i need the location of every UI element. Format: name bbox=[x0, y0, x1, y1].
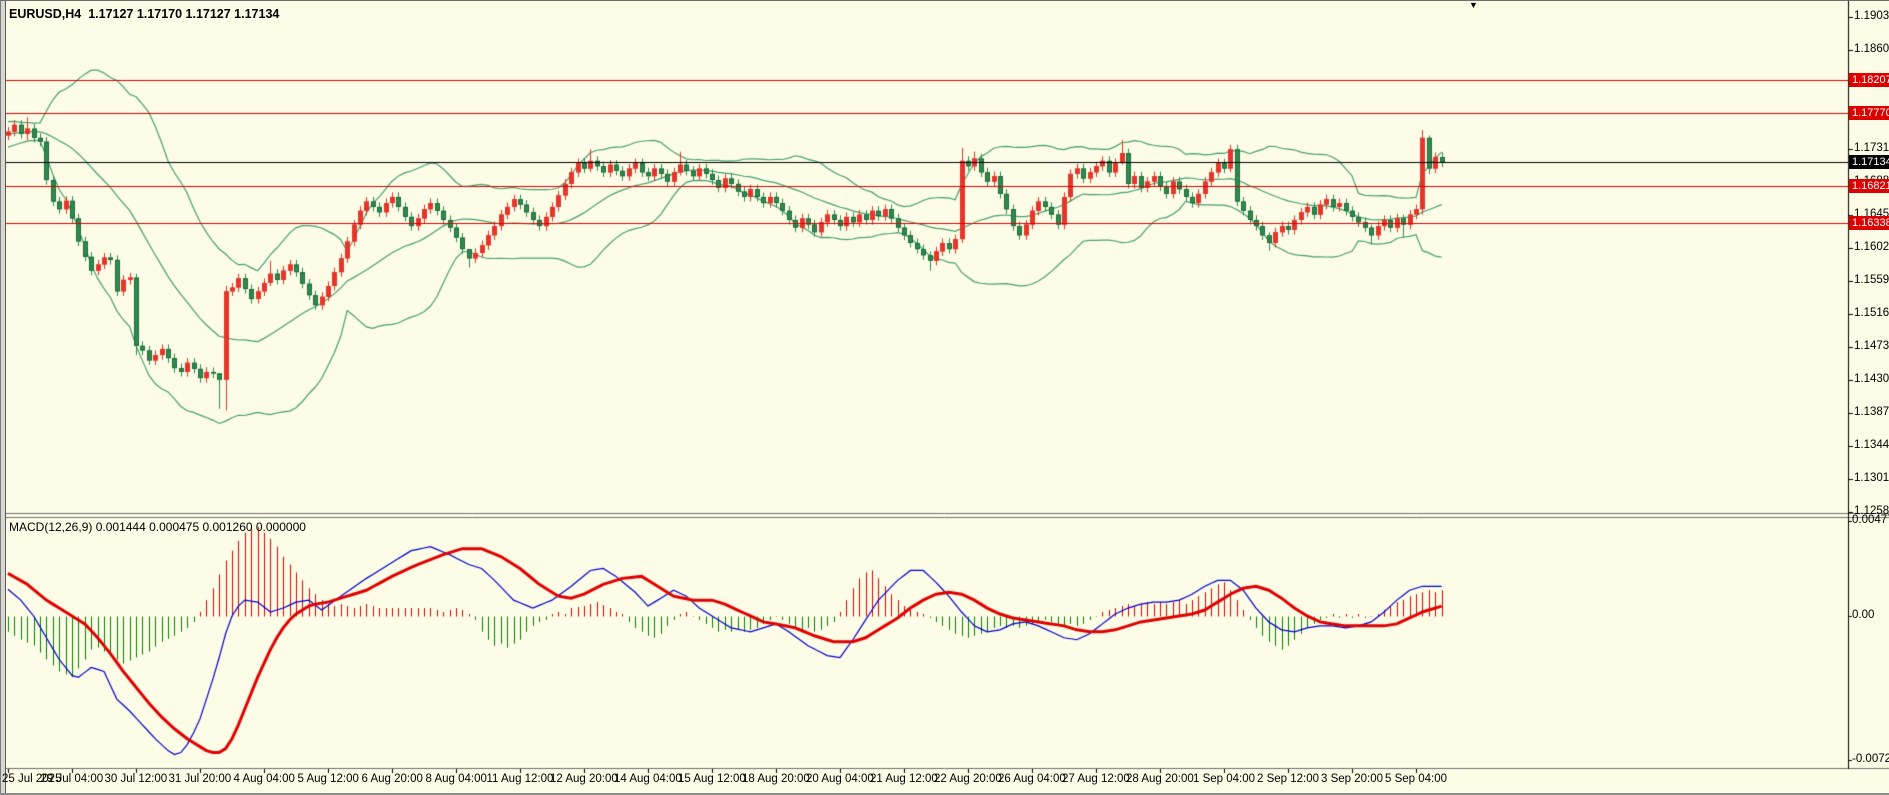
time-axis-label: 5 Aug 12:00 bbox=[297, 773, 359, 785]
price-axis-label: 1.14730 bbox=[1854, 339, 1889, 352]
macd-indicator-label: MACD(12,26,9) 0.001444 0.000475 0.001260… bbox=[9, 520, 306, 534]
chart-ohlc-text: 1.17127 1.17170 1.17127 1.17134 bbox=[88, 7, 280, 21]
macd-label: MACD(12,26,9) bbox=[9, 520, 93, 534]
price-axis-label: 1.13870 bbox=[1854, 405, 1889, 418]
time-axis-label: 1 Sep 04:00 bbox=[1193, 773, 1256, 785]
time-axis-label: 25 Jul 2025 bbox=[2, 773, 62, 785]
macd-axis-label: 0.004774 bbox=[1852, 514, 1889, 527]
price-axis-label: 1.17310 bbox=[1854, 141, 1889, 154]
time-axis-label: 21 Aug 12:00 bbox=[870, 773, 938, 785]
time-axis-label: 15 Aug 12:00 bbox=[678, 773, 746, 785]
chart-symbol-timeframe: EURUSD,H4 bbox=[9, 7, 82, 21]
time-axis-label: 26 Aug 04:00 bbox=[998, 773, 1066, 785]
price-axis-label: 1.18600 bbox=[1854, 42, 1889, 55]
time-axis-label: 27 Aug 12:00 bbox=[1062, 773, 1130, 785]
price-axis-label: 1.13010 bbox=[1854, 471, 1889, 484]
sr-price-tag: 1.17770 bbox=[1849, 106, 1889, 121]
macd-axis-label: 0.00 bbox=[1852, 608, 1875, 621]
chart-title: EURUSD,H4 1.17127 1.17170 1.17127 1.1713… bbox=[9, 7, 279, 21]
sr-price-tag: 1.16338 bbox=[1849, 216, 1889, 231]
price-axis-label: 1.14300 bbox=[1854, 372, 1889, 385]
time-axis-label: 5 Sep 04:00 bbox=[1385, 773, 1448, 785]
price-axis-label: 1.15590 bbox=[1854, 273, 1889, 286]
chart-shift-marker-icon: ▼ bbox=[1469, 0, 1478, 10]
sr-price-tag: 1.18207 bbox=[1849, 72, 1889, 87]
time-axis-label: 2 Sep 12:00 bbox=[1257, 773, 1320, 785]
time-axis-label: 3 Sep 20:00 bbox=[1321, 773, 1384, 785]
macd-values: 0.001444 0.000475 0.001260 0.000000 bbox=[95, 520, 306, 534]
macd-axis-label: -0.007257 bbox=[1852, 752, 1889, 765]
time-axis-label: 30 Jul 12:00 bbox=[104, 773, 168, 785]
time-axis-label: 22 Aug 20:00 bbox=[934, 773, 1002, 785]
price-axis-label: 1.19030 bbox=[1854, 9, 1889, 22]
sr-price-tag: 1.16821 bbox=[1849, 179, 1889, 194]
time-axis-label: 31 Jul 20:00 bbox=[168, 773, 232, 785]
time-axis-label: 8 Aug 04:00 bbox=[425, 773, 487, 785]
time-axis-label: 18 Aug 20:00 bbox=[742, 773, 810, 785]
time-axis-label: 20 Aug 04:00 bbox=[806, 773, 874, 785]
time-axis-label: 29 Jul 04:00 bbox=[40, 773, 104, 785]
price-axis-label: 1.15160 bbox=[1854, 306, 1889, 319]
time-axis-label: 14 Aug 04:00 bbox=[614, 773, 682, 785]
time-axis-label: 12 Aug 20:00 bbox=[550, 773, 618, 785]
window-left-frame bbox=[0, 1, 6, 793]
time-axis-label: 4 Aug 04:00 bbox=[233, 773, 295, 785]
time-axis-label: 28 Aug 20:00 bbox=[1126, 773, 1194, 785]
price-axis-label: 1.13440 bbox=[1854, 438, 1889, 451]
current-price-tag: 1.17134 bbox=[1849, 155, 1889, 170]
time-axis-label: 11 Aug 12:00 bbox=[486, 773, 554, 785]
time-axis-label: 6 Aug 20:00 bbox=[361, 773, 423, 785]
price-axis-label: 1.16020 bbox=[1854, 240, 1889, 253]
